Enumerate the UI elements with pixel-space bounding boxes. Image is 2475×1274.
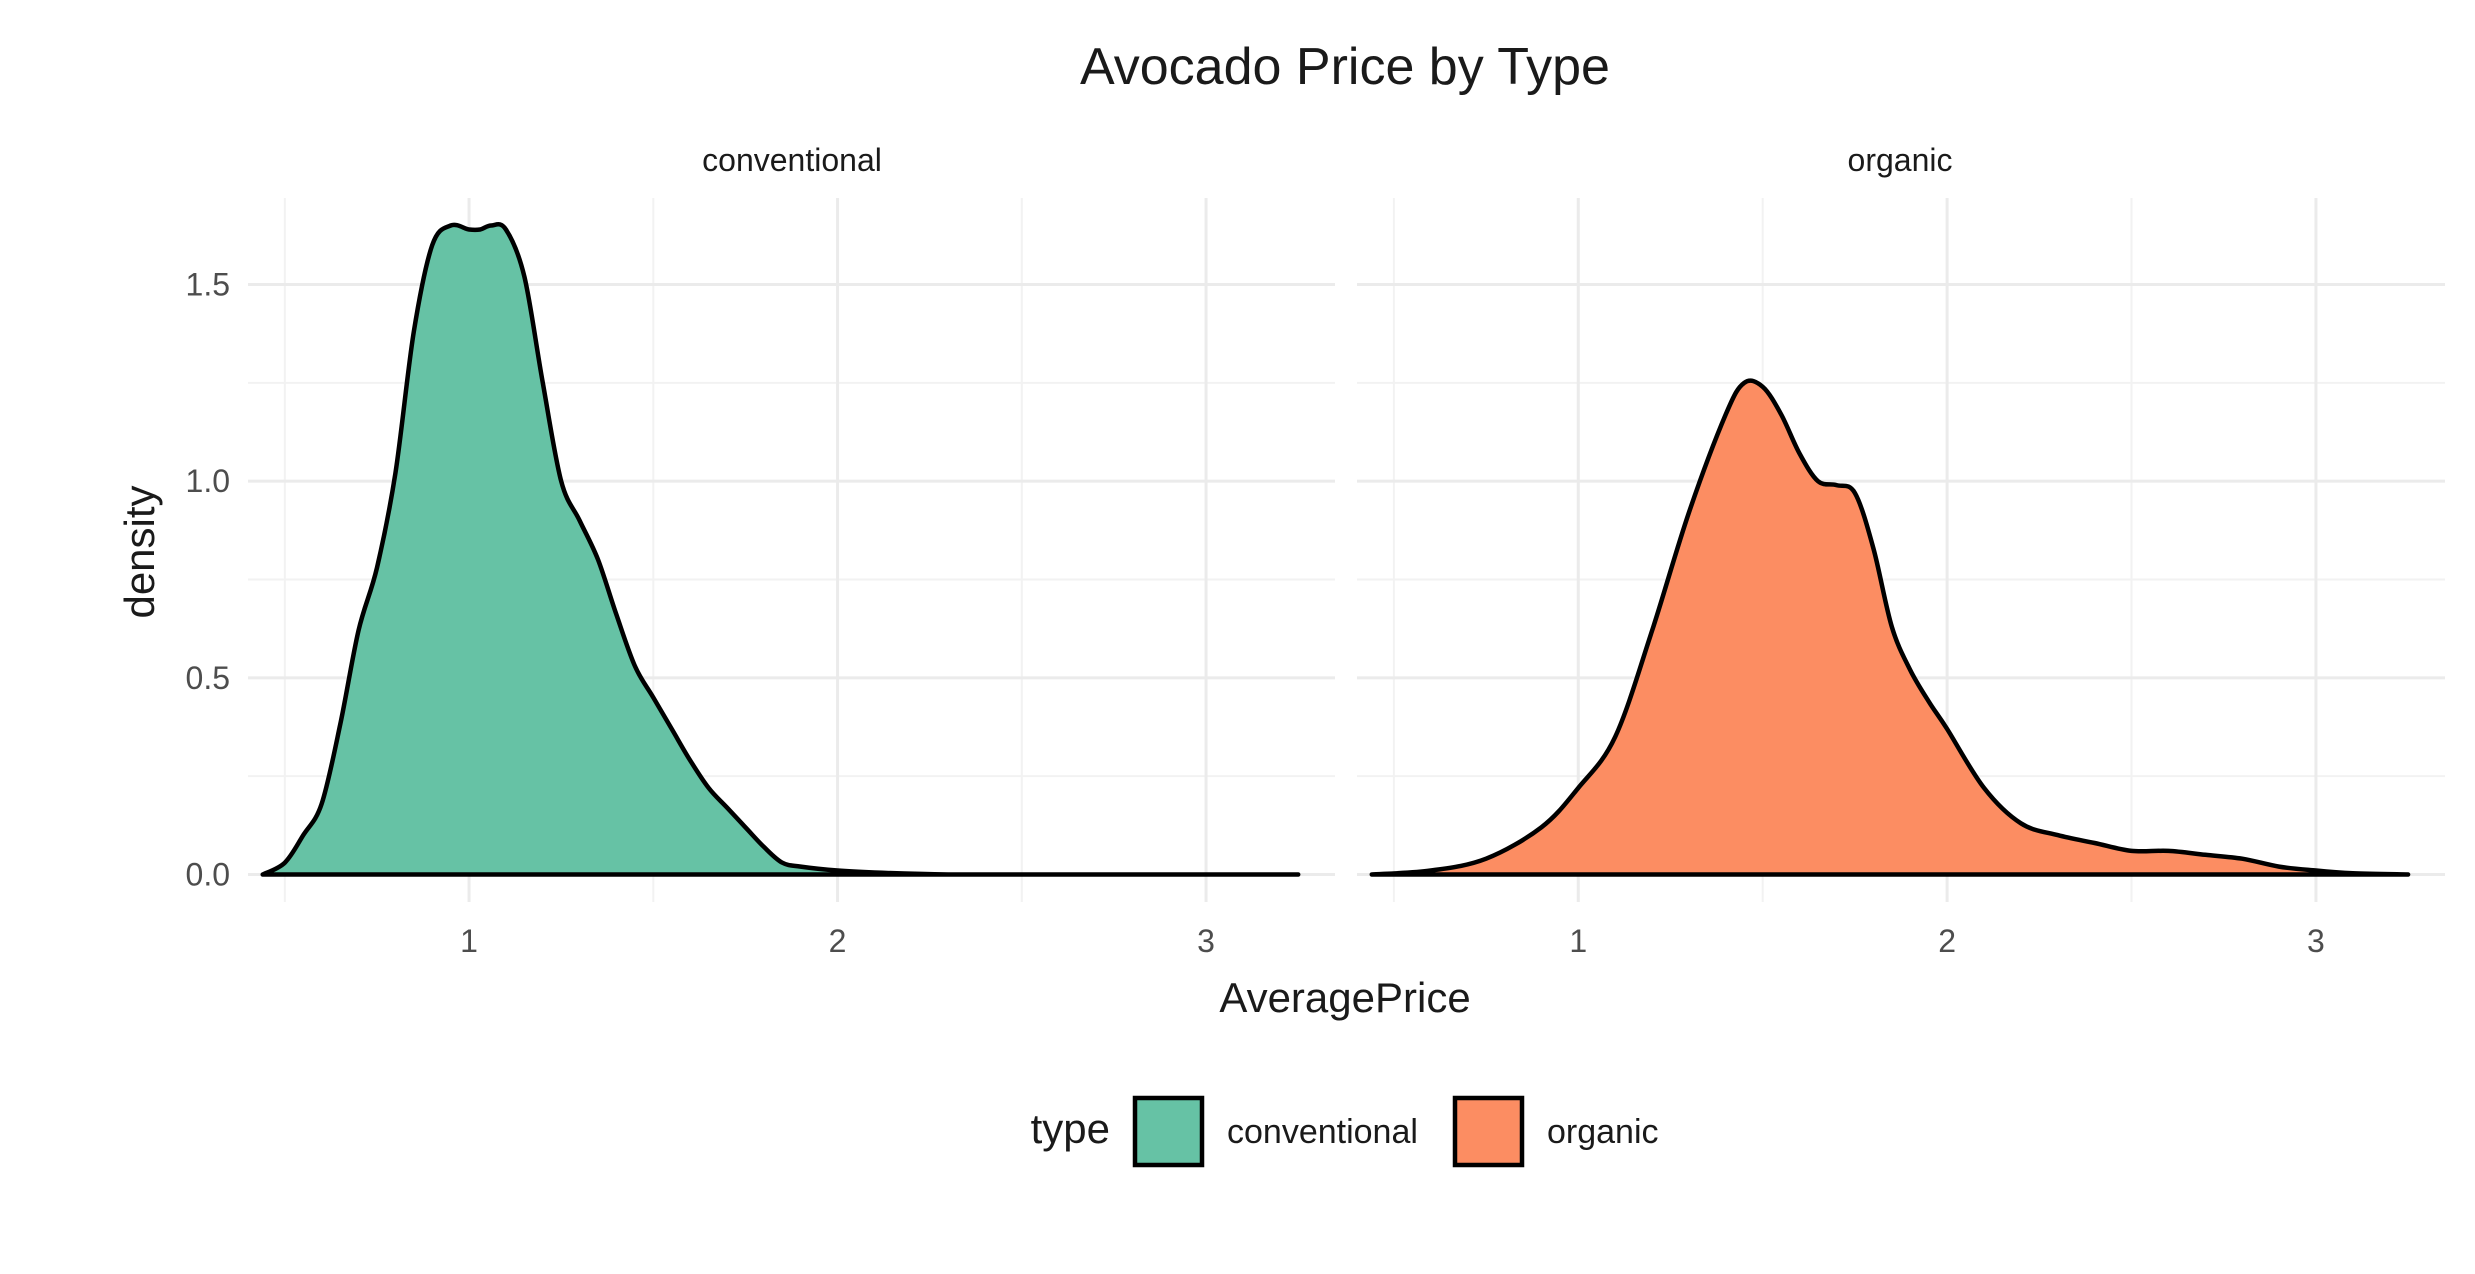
- y-tick-label: 0.0: [186, 856, 230, 892]
- strip-label-conventional: conventional: [702, 142, 882, 178]
- y-axis-title: density: [116, 485, 163, 618]
- x-tick-label: 1: [1569, 923, 1587, 959]
- y-tick-label: 1.0: [186, 463, 230, 499]
- x-tick-label: 2: [829, 923, 847, 959]
- panel-conventional: [248, 198, 1335, 902]
- x-tick-label: 3: [1197, 923, 1215, 959]
- x-axis-title: AveragePrice: [1219, 974, 1470, 1021]
- chart-title: Avocado Price by Type: [1080, 38, 1610, 96]
- x-axis-ticks: 1 2 3 1 2 3: [460, 923, 2325, 959]
- legend: type conventional organic: [1031, 1095, 1659, 1168]
- density-area-conventional: [260, 222, 1301, 877]
- legend-label-conventional: conventional: [1227, 1113, 1418, 1151]
- legend-label-organic: organic: [1547, 1113, 1659, 1151]
- legend-title: type: [1031, 1105, 1110, 1152]
- density-area-organic: [1369, 378, 2411, 877]
- y-tick-label: 0.5: [186, 660, 230, 696]
- y-axis-ticks: 0.0 0.5 1.0 1.5: [186, 267, 230, 893]
- strip-label-organic: organic: [1848, 142, 1953, 178]
- x-tick-label: 3: [2307, 923, 2325, 959]
- y-tick-label: 1.5: [186, 267, 230, 303]
- x-tick-label: 1: [460, 923, 478, 959]
- x-tick-label: 2: [1938, 923, 1956, 959]
- legend-key-organic: [1452, 1095, 1525, 1168]
- panel-organic: [1357, 198, 2445, 902]
- legend-key-conventional: [1132, 1095, 1205, 1168]
